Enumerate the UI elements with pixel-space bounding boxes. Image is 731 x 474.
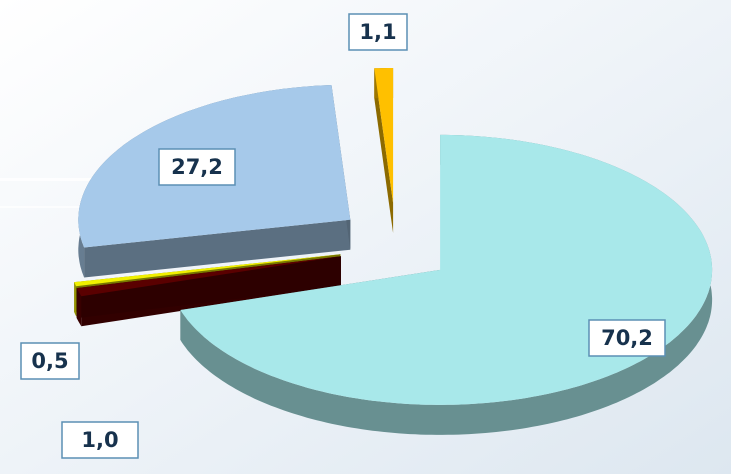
data-label: 70,2 [601,326,653,350]
label-box [348,13,408,51]
slice-side [84,219,351,278]
slice-side [76,256,341,319]
pie [74,68,713,435]
slice [374,68,394,233]
slice-side [374,68,394,233]
slice-top [76,256,341,297]
label-box [588,319,666,357]
data-label: 1,0 [81,428,118,452]
slice-wall [76,288,82,327]
slice [76,256,342,327]
data-label: 0,5 [31,349,68,373]
label-box [61,421,139,459]
slice [180,134,713,435]
data-label: 27,2 [171,155,223,179]
data-label: 1,1 [359,20,396,44]
slice-top [374,68,394,203]
labels: 70,2 1,0 0,5 27,2 1,1 [20,13,666,459]
slice-wall [74,282,77,317]
label-box [20,342,80,380]
slice-top [74,254,341,287]
label-box [158,148,236,186]
slice-top [180,134,713,405]
